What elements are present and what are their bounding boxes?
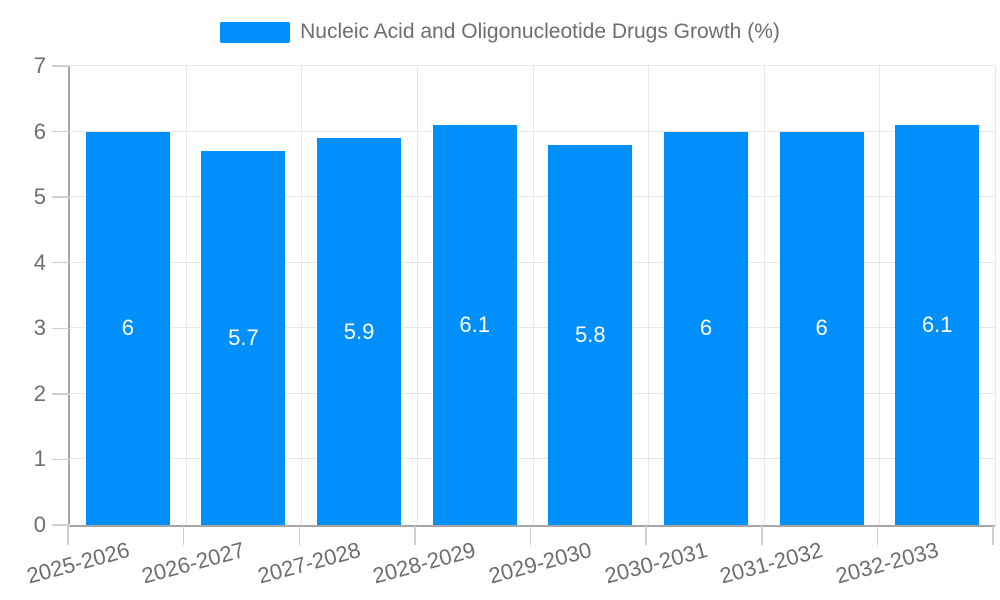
bar[interactable]: 5.9: [317, 138, 402, 525]
bar[interactable]: 6: [779, 131, 864, 525]
bar-value-label: 5.9: [343, 318, 375, 344]
bar[interactable]: 6.1: [432, 125, 517, 525]
legend-label: Nucleic Acid and Oligonucleotide Drugs G…: [300, 20, 780, 43]
y-axis-tick-label: 4: [33, 249, 46, 275]
bar-value-label: 6.1: [459, 312, 490, 337]
x-axis-label: 2031-2032: [717, 537, 826, 589]
plot-area: 0 1 2 3 4 5 6 7 6 5.7 5.9 6.1 5.8 6 6 6.1: [34, 55, 996, 536]
y-axis-tick: [52, 130, 70, 133]
gridline-vertical: [995, 66, 996, 525]
x-axis-tick: [876, 526, 879, 545]
y-axis-tick: [52, 327, 70, 330]
y-axis-tick-label: 1: [33, 446, 46, 472]
y-axis-tick-label: 6: [33, 118, 46, 144]
bar-value-label: 5.8: [575, 321, 606, 347]
x-axis-label: 2026-2027: [139, 537, 248, 589]
bar-value-label: 6: [121, 315, 134, 341]
bar[interactable]: 5.7: [201, 151, 286, 525]
y-axis-tick: [52, 524, 70, 526]
x-axis-tick: [414, 526, 416, 545]
legend-marker-icon: [220, 21, 291, 43]
y-axis-tick-label: 5: [33, 184, 46, 210]
x-axis: 2025-2026 2026-2027 2027-2028 2028-2029 2029…: [24, 526, 994, 600]
y-axis-tick: [52, 393, 70, 395]
y-axis-tick-label: 2: [33, 380, 46, 406]
bar-value-label: 6.1: [921, 312, 953, 337]
bar-value-label: 5.7: [228, 325, 259, 351]
x-axis-label: 2032-2033: [833, 537, 942, 589]
y-axis-tick: [52, 65, 70, 67]
x-axis-tick: [67, 526, 69, 545]
gridline-horizontal: [70, 65, 995, 66]
x-axis-label: 2027-2028: [254, 537, 364, 589]
y-axis-tick: [52, 458, 70, 461]
x-axis-label: 2030-2031: [601, 537, 710, 589]
bar[interactable]: 6: [663, 131, 748, 525]
gridline-vertical: [532, 66, 534, 525]
legend-item[interactable]: Nucleic Acid and Oligonucleotide Drugs G…: [0, 20, 1000, 44]
y-axis-tick: [52, 261, 70, 264]
x-axis-tick: [992, 526, 994, 545]
bar-value-label: 6: [699, 315, 713, 341]
y-axis-tick-label: 3: [33, 315, 46, 341]
x-axis-label: 2025-2026: [23, 537, 132, 589]
x-axis-tick: [761, 526, 763, 545]
x-axis-tick: [645, 526, 647, 545]
x-axis-tick: [529, 526, 532, 545]
x-axis-tick: [182, 526, 185, 545]
bar-value-label: 6: [815, 315, 828, 341]
y-axis-tick-label: 7: [33, 53, 46, 78]
y-axis-tick-label: 0: [33, 512, 46, 537]
gridline-vertical: [879, 66, 881, 525]
gridline-vertical: [185, 66, 187, 525]
x-axis-tick: [298, 526, 300, 545]
bar[interactable]: 6.1: [895, 125, 980, 525]
gridline-vertical: [763, 66, 765, 525]
gridline-vertical: [301, 66, 303, 525]
gridline-vertical: [648, 66, 650, 525]
bar[interactable]: 5.8: [548, 144, 633, 525]
gridline-vertical: [416, 66, 418, 525]
x-axis-label: 2028-2029: [370, 537, 479, 589]
x-axis-label: 2029-2030: [486, 537, 595, 589]
bar[interactable]: 6: [85, 131, 170, 525]
y-axis-tick: [52, 196, 70, 198]
